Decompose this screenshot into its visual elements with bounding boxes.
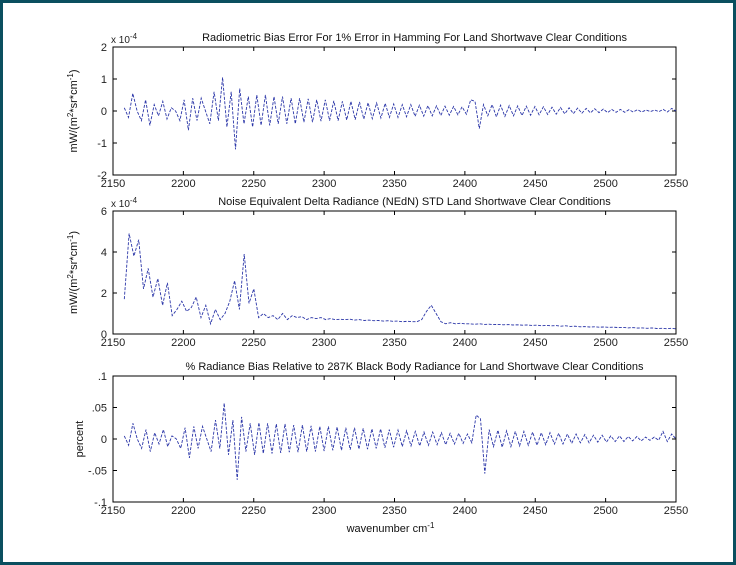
y-tick-label: 0 xyxy=(101,106,107,118)
x-axis-label-sup: -1 xyxy=(427,521,435,530)
y-tick-label: 0 xyxy=(101,329,107,341)
y-axis-label-part: ) xyxy=(68,231,80,235)
x-tick-label: 2200 xyxy=(171,505,195,517)
axis-exponent-power: -4 xyxy=(130,32,138,41)
x-tick-label: 2550 xyxy=(664,505,688,517)
x-tick-label: 2350 xyxy=(382,505,406,517)
x-tick-label: 2300 xyxy=(312,505,336,517)
x-tick-label: 2400 xyxy=(453,505,477,517)
y-tick-label: 6 xyxy=(101,206,107,218)
y-axis-label-part: *sr*cm xyxy=(68,242,80,274)
x-axis-label: wavenumber cm-1 xyxy=(346,521,435,535)
y-axis-label-part: 2 xyxy=(66,274,75,279)
x-tick-label: 2550 xyxy=(664,337,688,349)
y-axis-label: mW/(m2*sr*cm-1) xyxy=(66,69,80,152)
x-tick-label: 2500 xyxy=(593,178,617,190)
x-tick-label: 2350 xyxy=(382,337,406,349)
x-tick-label: 2450 xyxy=(523,178,547,190)
y-tick-label: .05 xyxy=(92,403,107,415)
y-tick-label: 1 xyxy=(101,74,107,86)
y-axis-label-part: *sr*cm xyxy=(68,80,80,112)
panel-3: 2150 2200 2250 2300 2350 2400 2450 2500 2550 -.1 -… xyxy=(74,361,688,535)
figure-canvas: 2150 2200 2250 2300 2350 2400 2450 2500 2550-2-1… xyxy=(66,32,688,535)
y-axis-label: mW/(m2*sr*cm-1) xyxy=(66,231,80,314)
y-tick-label: -.1 xyxy=(94,497,107,509)
x-tick-label: 2250 xyxy=(242,178,266,190)
x-tick-label: 2450 xyxy=(523,337,547,349)
panel-2: 2150 2200 2250 2300 2350 2400 2450 2500 2550 0 2 4 6… xyxy=(66,196,688,349)
axis-exponent: x 10-4 xyxy=(111,196,138,210)
y-tick-label: 0 xyxy=(101,434,107,446)
y-axis-label-part: ) xyxy=(68,69,80,73)
panel-title: % Radiance Bias Relative to 287K Black B… xyxy=(186,361,644,373)
x-tick-label: 2200 xyxy=(171,337,195,349)
x-tick-label: 2550 xyxy=(664,178,688,190)
y-axis-label-part: mW/(m xyxy=(68,279,80,314)
x-tick-label: 2150 xyxy=(101,337,125,349)
x-tick-label: 2400 xyxy=(453,337,477,349)
y-tick-label: .1 xyxy=(98,371,107,383)
x-tick-label: 2450 xyxy=(523,505,547,517)
x-tick-label: 2200 xyxy=(171,178,195,190)
axes-box xyxy=(112,210,677,335)
y-tick-label: -2 xyxy=(97,170,107,182)
x-tick-label: 2350 xyxy=(382,178,406,190)
panel-title: Radiometric Bias Error For 1% Error in H… xyxy=(202,32,627,44)
y-axis-label-part: -1 xyxy=(66,73,75,81)
y-tick-label: 2 xyxy=(101,42,107,54)
panel-1: 2150 2200 2250 2300 2350 2400 2450 2500 2550 -2 -1… xyxy=(66,32,688,190)
axis-exponent-power: -4 xyxy=(130,196,138,205)
x-tick-label: 2250 xyxy=(242,505,266,517)
y-axis-label-part: -1 xyxy=(66,234,75,242)
x-tick-label: 2500 xyxy=(593,337,617,349)
x-tick-label: 2300 xyxy=(312,178,336,190)
x-tick-label: 2150 xyxy=(101,505,125,517)
y-tick-label: -.05 xyxy=(88,466,107,478)
y-tick-label: 2 xyxy=(101,288,107,300)
axes-box xyxy=(112,46,677,176)
x-tick-label: 2150 xyxy=(101,178,125,190)
y-tick-label: 4 xyxy=(101,247,107,259)
x-tick-label: 2300 xyxy=(312,337,336,349)
x-tick-label: 2500 xyxy=(593,505,617,517)
y-axis-label: percent xyxy=(74,421,86,458)
series-line xyxy=(123,233,677,330)
series-line xyxy=(123,403,677,480)
y-axis-label-part: mW/(m xyxy=(68,117,80,152)
y-tick-label: -1 xyxy=(97,138,107,150)
axis-exponent: x 10-4 xyxy=(111,32,138,46)
panel-title: Noise Equivalent Delta Radiance (NEdN) S… xyxy=(218,196,611,208)
y-axis-label-part: 2 xyxy=(66,112,75,117)
x-tick-label: 2250 xyxy=(242,337,266,349)
x-tick-label: 2400 xyxy=(453,178,477,190)
